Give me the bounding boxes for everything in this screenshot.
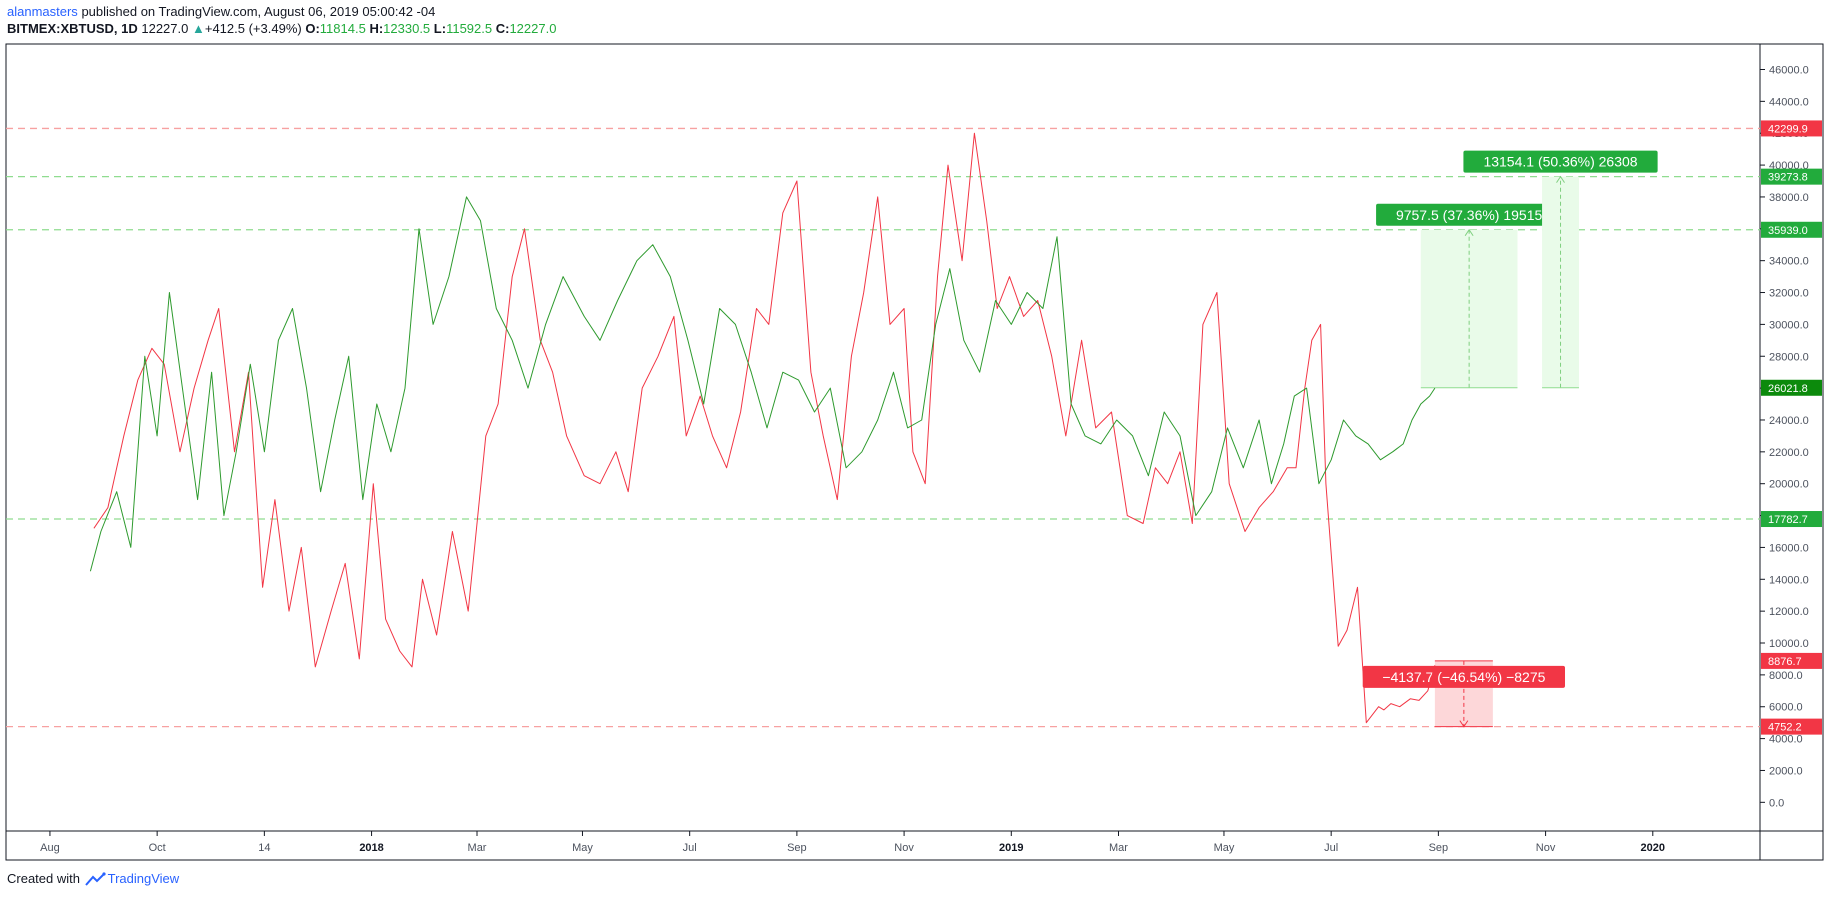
y-tick-label: 46000.0 — [1769, 64, 1809, 76]
y-tick-label: 8000.0 — [1769, 670, 1803, 682]
open-value: 11814.5 — [319, 21, 366, 36]
price-scale-tag: 35939.0 — [1768, 225, 1808, 237]
y-tick-label: 38000.0 — [1769, 192, 1809, 204]
x-tick-label: Sep — [787, 842, 807, 854]
change-arrow-icon: ▲ — [191, 21, 205, 36]
x-tick-label: Aug — [40, 842, 60, 854]
x-tick-label: Nov — [894, 842, 914, 854]
measure-label-text: 13154.1 (50.36%) 26308 — [1483, 154, 1637, 170]
published-text: published on TradingView.com, August 06,… — [81, 4, 436, 19]
y-tick-label: 6000.0 — [1769, 702, 1803, 714]
tradingview-link[interactable]: TradingView — [107, 871, 180, 886]
y-tick-label: 12000.0 — [1769, 606, 1809, 618]
x-tick-label: Oct — [149, 842, 166, 854]
measure-label-box — [1362, 665, 1566, 688]
chart-frame — [5, 43, 1824, 861]
x-tick-label: Jul — [1324, 842, 1338, 854]
x-tick-label: 2019 — [999, 842, 1023, 854]
low-value: 11592.5 — [446, 21, 493, 36]
last-price: 12227.0 — [141, 21, 189, 36]
high-label: H: — [369, 21, 384, 36]
publish-info: alanmasters published on TradingView.com… — [7, 4, 435, 19]
y-tick-label: 16000.0 — [1769, 542, 1809, 554]
x-tick-label: Nov — [1536, 842, 1556, 854]
y-tick-label: 34000.0 — [1769, 256, 1809, 268]
low-label: L: — [433, 21, 447, 36]
price-scale-tag-box — [1761, 652, 1822, 669]
high-value: 12330.5 — [383, 21, 431, 36]
price-scale-tag-box — [1761, 379, 1822, 396]
y-tick-label: 30000.0 — [1769, 319, 1809, 331]
close-value: 12227.0 — [509, 21, 557, 36]
x-tick-label: Jul — [683, 842, 697, 854]
x-tick-label: May — [1214, 842, 1235, 854]
y-tick-label: 24000.0 — [1769, 415, 1809, 427]
price-scale-tag: 26021.8 — [1768, 383, 1808, 395]
price-scale-tag: 8876.7 — [1768, 656, 1802, 668]
measure-label-text: 9757.5 (37.36%) 19515 — [1396, 207, 1543, 223]
price-scale-tag: 39273.8 — [1768, 172, 1808, 184]
price-scale-tag: 42299.9 — [1768, 123, 1808, 135]
symbol-title: BITMEX:XBTUSD, 1D — [7, 21, 138, 36]
author-link[interactable]: alanmasters — [7, 4, 78, 19]
tradingview-logo-icon — [84, 872, 107, 889]
price-scale-tag-box — [1761, 718, 1822, 735]
x-tick-label: 14 — [258, 842, 270, 854]
close-label: C: — [495, 21, 510, 36]
footer: Created with TradingView — [7, 871, 179, 889]
y-tick-label: 20000.0 — [1769, 479, 1809, 491]
price-scale-tag-box — [1761, 120, 1822, 137]
green-series-line — [89, 196, 1436, 572]
price-scale-tag: 17782.7 — [1768, 514, 1808, 526]
x-tick-label: Mar — [1109, 842, 1128, 854]
red-series-line — [93, 132, 1436, 724]
y-tick-label: 4000.0 — [1769, 734, 1803, 746]
price-scale-tag-box — [1761, 511, 1822, 528]
x-tick-label: May — [572, 842, 593, 854]
y-tick-label: 44000.0 — [1769, 96, 1809, 108]
price-change: +412.5 (+3.49%) — [204, 21, 302, 36]
y-tick-label: 2000.0 — [1769, 765, 1803, 777]
price-scale-tag-box — [1761, 221, 1822, 238]
y-tick-label: 10000.0 — [1769, 638, 1809, 650]
y-tick-label: 28000.0 — [1769, 351, 1809, 363]
open-label: O: — [305, 21, 320, 36]
y-tick-label: 0.0 — [1769, 797, 1784, 809]
measure-label-text: −4137.7 (−46.54%) −8275 — [1382, 669, 1545, 685]
price-scale-tag-box — [1761, 168, 1822, 185]
created-with-text: Created with — [7, 871, 80, 886]
y-tick-label: 14000.0 — [1769, 574, 1809, 586]
y-tick-label: 22000.0 — [1769, 447, 1809, 459]
x-tick-label: 2018 — [359, 842, 383, 854]
measure-arrow-head — [1464, 228, 1474, 237]
x-tick-label: Mar — [468, 842, 487, 854]
price-scale-tag: 4752.2 — [1768, 722, 1802, 734]
y-tick-label: 32000.0 — [1769, 288, 1809, 300]
x-tick-label: 2020 — [1641, 842, 1665, 854]
measure-arrow-head — [1556, 175, 1565, 183]
x-tick-label: Sep — [1429, 842, 1449, 854]
measure-label-box — [1376, 203, 1563, 226]
ohlc-legend: BITMEX:XBTUSD, 1D 12227.0 ▲+412.5 (+3.49… — [7, 21, 556, 36]
measure-label-box — [1463, 150, 1658, 173]
